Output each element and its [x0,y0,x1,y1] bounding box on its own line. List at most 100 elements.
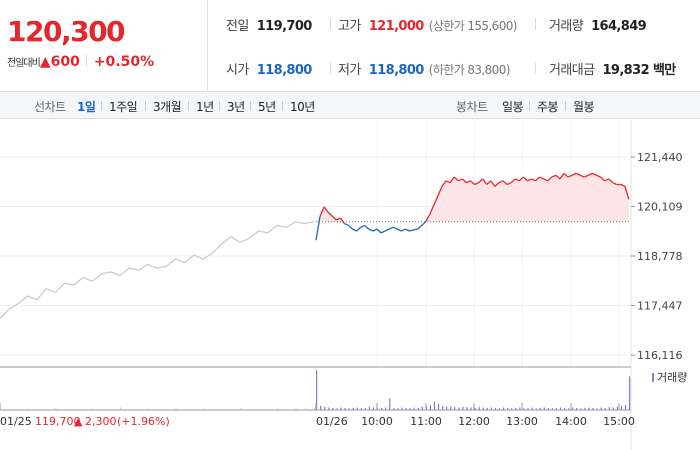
price-lines [0,172,631,319]
volume-bar [576,407,578,410]
price-line-up-segment [608,178,614,184]
volume-bar [612,407,614,410]
volume-legend-swatch [652,373,654,382]
price-line-down-segment [397,228,402,232]
volume-bar [332,407,334,410]
price-line-up-segment [470,180,475,186]
price-line-up-segment [339,217,345,224]
stat-volume: 거래량 164,849 [549,19,647,34]
price-line-up-segment [319,206,325,217]
price-line-up-segment [502,180,508,186]
line-chart-label: 선차트 [34,100,66,114]
volume-bar [356,407,358,410]
volume-bar [320,405,322,410]
divider [535,18,536,30]
volume-bar [212,408,214,410]
volume-bar [429,404,432,410]
stat-low: 저가 118,800 (하한가 83,800) [338,63,510,78]
price-line-up-segment [437,186,443,196]
volume-bar [515,407,517,410]
volume-bar [437,403,440,410]
price-line-up-segment [506,182,512,186]
chart-background [0,120,700,450]
price-line-up-segment [584,174,589,178]
volume-bar [502,407,505,410]
volume-bar [83,409,85,410]
volume-bar [203,408,205,410]
volume-bar [129,408,131,410]
divider [85,55,87,67]
y-axis-ticks: 121,440 120,109 118,778 117,447 116,116 [631,151,683,362]
volume-bar [147,408,149,410]
divider [529,101,530,111]
price-line-down-segment [344,222,349,227]
tab-1-week[interactable]: 1주일 [109,100,138,114]
volume-bar [328,407,330,410]
price-line-up-segment [571,172,577,176]
y-tick-label: 116,116 [637,349,683,362]
price-line-up-segment [433,195,439,206]
stat-high: 고가 121,000 (상한가 155,600) [338,19,517,34]
volume-bar [507,407,509,410]
tab-1-day[interactable]: 1일 [77,100,96,114]
volume-bar [584,407,586,410]
volume-bar [519,407,521,410]
volume-bar [409,408,411,410]
volume-bar [624,404,627,410]
price-line-up-segment [514,178,520,182]
stat-open: 시가 118,800 [226,63,312,78]
tab-weekly-candle[interactable]: 주봉 [537,100,559,114]
volume-bar [372,407,375,410]
volume-bar [138,409,140,410]
volume-bar [120,407,122,410]
price-line-up-segment [612,182,618,186]
price-line-up-segment [336,217,341,221]
price-line-down-segment [364,224,370,230]
price-line-up-segment [478,178,484,184]
prev-day-change: 2,300 [85,415,117,428]
volume-bar [184,408,186,410]
volume-bar [36,409,38,410]
price-line-down-segment [421,221,427,226]
tab-3-years[interactable]: 3년 [227,100,245,114]
volume-bar [295,407,297,410]
volume-bar [490,407,492,410]
tab-3-months[interactable]: 3개월 [153,100,182,114]
tab-10-years[interactable]: 10년 [290,100,315,114]
tab-5-years[interactable]: 5년 [258,100,276,114]
x-tick-label: 12:00 [458,415,490,428]
volume-bar [421,406,423,410]
price-above-prev-close-area [316,173,629,222]
tab-1-year[interactable]: 1년 [196,100,214,114]
divider [250,101,251,111]
price-line-down-segment [417,224,423,230]
y-tick-label: 121,440 [637,151,683,164]
divider [145,101,146,111]
price-line-down-segment [356,226,362,232]
price-line-up-segment [563,172,569,178]
volume-bar [344,407,346,410]
volume-bar [498,408,501,410]
volume-bar [478,407,480,410]
price-line-down-segment [405,228,410,232]
price-line-up-segment [494,182,500,187]
volume-bar [620,405,623,410]
tab-monthly-candle[interactable]: 월봉 [573,100,595,114]
price-line-down-segment [372,228,378,232]
volume-bar [249,408,251,410]
volume-bar [551,408,553,410]
price-line-up-segment [466,180,471,184]
price-line-up-segment [588,172,593,176]
volume-bar [604,407,606,410]
divider [330,62,331,74]
price-line-up-segment [458,178,463,182]
divider [101,101,102,111]
divider [535,62,536,74]
volume-bar [568,408,570,410]
volume-bar [470,407,472,410]
tab-daily-candle[interactable]: 일봉 [502,100,524,114]
volume-bar [555,407,558,410]
volume-bar [316,370,318,410]
stat-trade-value: 거래대금 19,832 백만 [549,63,676,78]
